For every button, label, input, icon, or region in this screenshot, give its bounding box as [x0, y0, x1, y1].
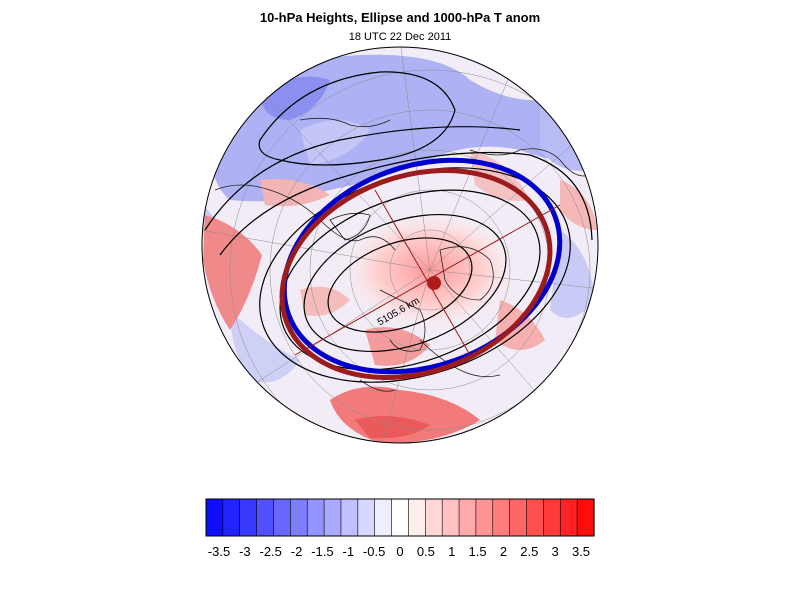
polar-map: 5105.6 km: [201, 46, 599, 444]
colorbar-tick-label: -1.5: [311, 544, 333, 559]
colorbar-tick-label: -1: [343, 544, 355, 559]
colorbar-tick-label: 0: [396, 544, 403, 559]
polar-vortex-centroid: [427, 276, 441, 290]
colorbar-tick-label: 1.5: [469, 544, 487, 559]
colorbar-tick-label: -3: [239, 544, 251, 559]
colorbar-swatch: [323, 498, 342, 537]
colorbar-swatch: [222, 498, 241, 537]
fitted-ellipse: [281, 157, 563, 375]
colorbar-swatch: [543, 498, 561, 537]
colorbar-tick-label: -2: [291, 544, 303, 559]
colorbar-swatch: [273, 498, 291, 537]
colorbar-swatch: [492, 498, 511, 537]
colorbar-swatch: [290, 498, 308, 537]
colorbar-tick-labels: -3.5 -3 -2.5 -2 -1.5 -1 -0.5 0 0.5 1 1.5 2 2.5 3 3.5: [208, 544, 590, 559]
colorbar-tick-label: -0.5: [363, 544, 385, 559]
colorbar-tick-label: 1: [448, 544, 455, 559]
chart-title: 10-hPa Heights, Ellipse and 1000-hPa T a…: [259, 10, 541, 25]
chart-subtitle: 18 UTC 22 Dec 2011: [348, 31, 452, 43]
ellipse-axes: [294, 189, 561, 356]
colorbar-tick-label: -3.5: [208, 544, 230, 559]
map-boundary: [201, 46, 599, 444]
colorbar-swatch: [526, 498, 544, 537]
colorbar-swatch: [458, 498, 477, 537]
colorbar-swatch: [340, 498, 359, 537]
colorbar-swatch: [205, 498, 224, 537]
colorbar-tick-label: 2.5: [520, 544, 538, 559]
colorbar-swatch: [391, 498, 410, 537]
colorbar-swatch: [374, 498, 393, 537]
colorbar-swatch: [559, 498, 578, 537]
colorbar-swatch: [424, 498, 443, 537]
colorbar-swatch: [475, 498, 494, 537]
colorbar-swatches: [205, 498, 595, 537]
colorbar-frame: [205, 498, 595, 537]
colorbar-swatch: [576, 498, 595, 537]
colorbar-swatch: [306, 498, 325, 537]
colorbar-swatch: [357, 498, 376, 537]
reference-ellipse: [279, 168, 553, 380]
colorbar-swatch: [509, 498, 528, 537]
colorbar-swatch: [441, 498, 460, 537]
colorbar-tick-label: -2.5: [260, 544, 282, 559]
colorbar-tick-label: 2: [500, 544, 507, 559]
colorbar-swatch: [256, 498, 275, 537]
colorbar-swatch: [408, 498, 426, 537]
colorbar-tick-label: 3: [552, 544, 559, 559]
colorbar-swatch: [239, 498, 258, 537]
colorbar-tick-label: 0.5: [417, 544, 435, 559]
colorbar-tick-label: 3.5: [572, 544, 590, 559]
